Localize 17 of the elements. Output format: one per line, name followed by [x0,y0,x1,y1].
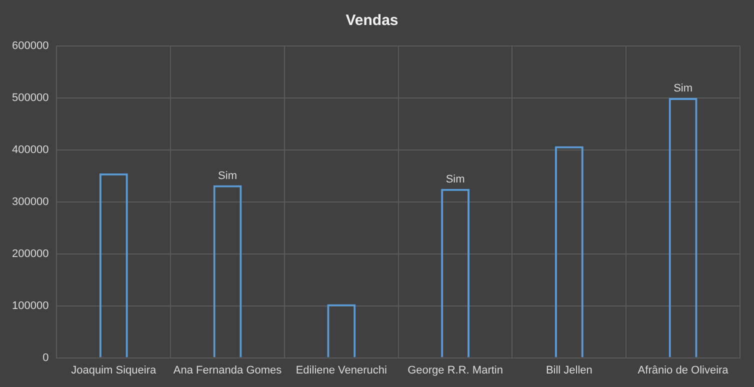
data-label: Sim [218,170,238,182]
y-tick-label: 0 [42,352,49,364]
x-tick-label: George R.R. Martin [408,364,503,376]
y-tick-label: 300000 [12,196,49,208]
y-tick-label: 400000 [12,144,49,156]
x-tick-label: Ana Fernanda Gomes [173,364,282,376]
y-tick-label: 600000 [12,40,49,52]
x-tick-label: Afrânio de Oliveira [638,364,730,376]
data-label: Sim [446,173,465,186]
y-tick-label: 100000 [12,300,49,312]
x-tick-label: Ediliene Veneruchi [296,364,387,376]
x-tick-label: Bill Jellen [546,364,592,376]
y-tick-label: 200000 [12,248,49,260]
chart-title: Vendas [346,12,398,30]
y-tick-label: 500000 [12,92,49,104]
data-label: Sim [674,82,693,94]
x-tick-label: Joaquim Siqueira [71,364,158,376]
